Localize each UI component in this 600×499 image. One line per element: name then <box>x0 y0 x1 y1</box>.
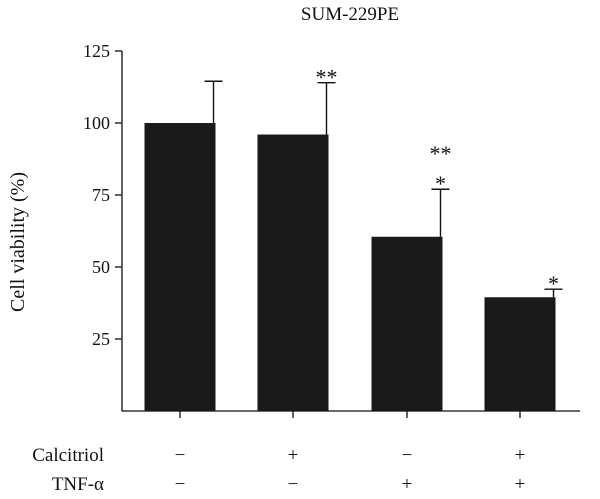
y-axis-label: Cell viability (%) <box>7 172 29 312</box>
y-tick-label: 125 <box>83 41 110 61</box>
significance-label: ** <box>430 141 452 166</box>
significance-label: * <box>548 271 559 296</box>
y-tick-label: 25 <box>92 329 110 349</box>
significance-label: ** <box>316 65 338 90</box>
bar <box>144 123 216 411</box>
condition-sign: + <box>515 474 526 495</box>
x-axis <box>122 410 580 418</box>
y-axis: 25 50 75 100 125 <box>83 41 123 412</box>
chart-title: SUM-229PE <box>301 4 399 25</box>
condition-sign: + <box>515 445 526 466</box>
significance-label: * <box>435 171 446 196</box>
y-tick-label: 50 <box>92 257 110 277</box>
y-tick-label: 75 <box>92 185 110 205</box>
condition-sign: − <box>175 445 186 466</box>
condition-label: TNF-α <box>52 474 104 495</box>
condition-sign: − <box>288 474 299 495</box>
bar <box>371 236 443 411</box>
condition-sign: + <box>288 445 299 466</box>
bar <box>257 134 329 411</box>
condition-sign: − <box>402 445 413 466</box>
condition-table: Calcitriol − + − + TNF-α − − + + <box>32 445 525 495</box>
bar <box>484 297 556 411</box>
condition-sign: + <box>402 474 413 495</box>
bars: ****** <box>144 65 563 411</box>
condition-label: Calcitriol <box>32 445 104 466</box>
y-tick-label: 100 <box>83 113 110 133</box>
condition-sign: − <box>175 474 186 495</box>
